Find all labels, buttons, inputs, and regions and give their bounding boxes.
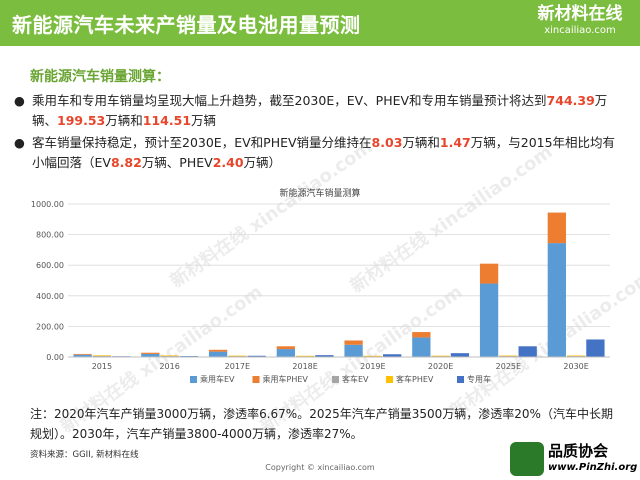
bar <box>363 355 383 357</box>
bar <box>160 355 179 357</box>
legend-label: 客车PHEV <box>396 374 434 384</box>
bar <box>73 354 92 357</box>
legend-swatch <box>457 376 464 383</box>
bar <box>383 354 402 357</box>
x-tick-label: 2018E <box>292 362 317 371</box>
legend-label: 乘用车EV <box>200 374 235 384</box>
bullet-text: 乘用车和专用车销量均呈现大幅上升趋势，截至2030E，EV、PHEV和专用车销量… <box>32 91 617 131</box>
bar <box>208 351 228 357</box>
bar <box>228 355 247 357</box>
bar <box>431 355 450 357</box>
bar <box>344 340 363 345</box>
bullet-text-segment: 万辆 <box>191 113 217 128</box>
bar <box>518 346 537 357</box>
x-tick-label: 2015 <box>92 362 112 371</box>
footnote: 注：2020年汽车产销量3000万辆，渗透率6.67%。2025年汽车产销量35… <box>30 407 613 441</box>
highlight-value: 1.47 <box>439 135 471 150</box>
sales-chart: 新能源汽车销量测算 0.00 200.00 400.00 600.00 800.00 100… <box>20 186 620 396</box>
x-tick-label: 2016 <box>159 362 179 371</box>
bar <box>92 355 112 356</box>
legend-swatch <box>386 376 393 383</box>
bar <box>431 355 450 357</box>
bar <box>228 355 247 357</box>
bar <box>208 349 228 352</box>
y-tick-label: 800.00 <box>36 231 64 240</box>
bar <box>276 349 295 357</box>
bullet-text-segment: 万辆和 <box>105 113 143 128</box>
bar <box>499 355 518 357</box>
bar <box>412 337 431 357</box>
partner-logo-url: www.PinZhi.org <box>548 462 638 473</box>
bar <box>547 212 566 244</box>
legend-label: 专用车 <box>467 374 491 384</box>
bar <box>141 352 160 354</box>
x-tick-label: 2019E <box>360 362 385 371</box>
legend-swatch <box>332 376 339 383</box>
x-tick-label: 2017E <box>225 362 250 371</box>
partner-logo: 品质协会 www.PinZhi.org <box>506 440 638 480</box>
bar <box>499 355 518 357</box>
bullet-item: ● 客车销量保持稳定，预计至2030E，EV和PHEV销量分维持在8.03万辆和… <box>14 133 619 173</box>
bullet-text-segment: 乘用车和专用车销量均呈现大幅上升趋势，截至2030E，EV、PHEV和专用车销量… <box>32 93 547 108</box>
bullet-text: 客车销量保持稳定，预计至2030E，EV和PHEV销量分维持在8.03万辆和1.… <box>32 133 617 173</box>
legend-swatch <box>190 376 197 383</box>
brand-logo-url: xincailiao.com <box>544 25 616 36</box>
partner-logo-icon <box>510 442 544 476</box>
legend-label: 乘用车PHEV <box>263 374 309 384</box>
highlight-value: 2.40 <box>212 155 244 170</box>
bar <box>479 283 499 357</box>
bar <box>141 353 160 357</box>
legend-swatch <box>252 376 260 383</box>
section-title: 新能源汽车销量测算： <box>30 69 170 85</box>
bar <box>344 344 363 357</box>
legend-label: 客车EV <box>342 374 369 384</box>
bar <box>586 339 605 357</box>
bar <box>450 353 470 357</box>
highlight-value: 744.39 <box>546 93 595 108</box>
source-note: 资料来源：GGII, 新材料在线 <box>30 450 139 460</box>
bar <box>73 353 92 355</box>
y-tick-label: 0.00 <box>46 353 64 362</box>
x-tick-label: 2020E <box>428 362 453 371</box>
y-tick-label: 1000.00 <box>31 200 64 209</box>
bar <box>566 355 586 357</box>
copyright-text: Copyright © xincailiao.com <box>265 463 375 472</box>
y-tick-label: 200.00 <box>36 322 64 331</box>
chart-title: 新能源汽车销量测算 <box>279 187 360 199</box>
bullet-text-segment: 客车销量保持稳定，预计至2030E，EV和PHEV销量分维持在 <box>32 135 372 150</box>
partner-logo-name: 品质协会 <box>548 442 609 460</box>
highlight-value: 8.82 <box>110 155 142 170</box>
highlight-value: 114.51 <box>142 113 192 128</box>
header-bar: 新能源汽车未来产销量及电池用量预测 新材料在线 xincailiao.com <box>0 0 640 46</box>
bar <box>412 332 431 338</box>
highlight-value: 199.53 <box>57 113 106 128</box>
brand-logo: 新材料在线 xincailiao.com <box>530 4 630 44</box>
bar <box>315 355 334 357</box>
bar <box>92 355 112 357</box>
bullet-dot-icon: ● <box>14 135 25 150</box>
x-tick-label: 2025E <box>496 362 521 371</box>
bullet-text-segment: 万辆） <box>243 155 282 170</box>
bar <box>276 346 295 350</box>
sales-chart-svg: 新能源汽车销量测算 0.00 200.00 400.00 600.00 800.00 100… <box>31 187 610 384</box>
y-tick-label: 600.00 <box>36 261 64 270</box>
bullet-text-segment: 万辆，与2015年相比均有小幅回落（EV <box>32 135 616 170</box>
y-tick-label: 400.00 <box>36 292 64 301</box>
bar <box>247 355 266 357</box>
bar <box>547 243 566 357</box>
bar <box>566 355 586 357</box>
bullet-dot-icon: ● <box>14 93 25 108</box>
bullet-text-segment: 万辆、 <box>32 93 608 128</box>
bullet-text-segment: 万辆、PHEV <box>141 155 213 170</box>
bar <box>160 355 179 357</box>
page-title: 新能源汽车未来产销量及电池用量预测 <box>12 13 361 37</box>
x-tick-label: 2030E <box>563 362 588 371</box>
bar <box>479 263 499 284</box>
bullet-text-segment: 万辆和 <box>402 135 440 150</box>
highlight-value: 8.03 <box>371 135 403 150</box>
bar <box>295 355 315 357</box>
bullet-item: ● 乘用车和专用车销量均呈现大幅上升趋势，截至2030E，EV、PHEV和专用车… <box>14 91 619 131</box>
brand-logo-name: 新材料在线 <box>537 4 623 24</box>
